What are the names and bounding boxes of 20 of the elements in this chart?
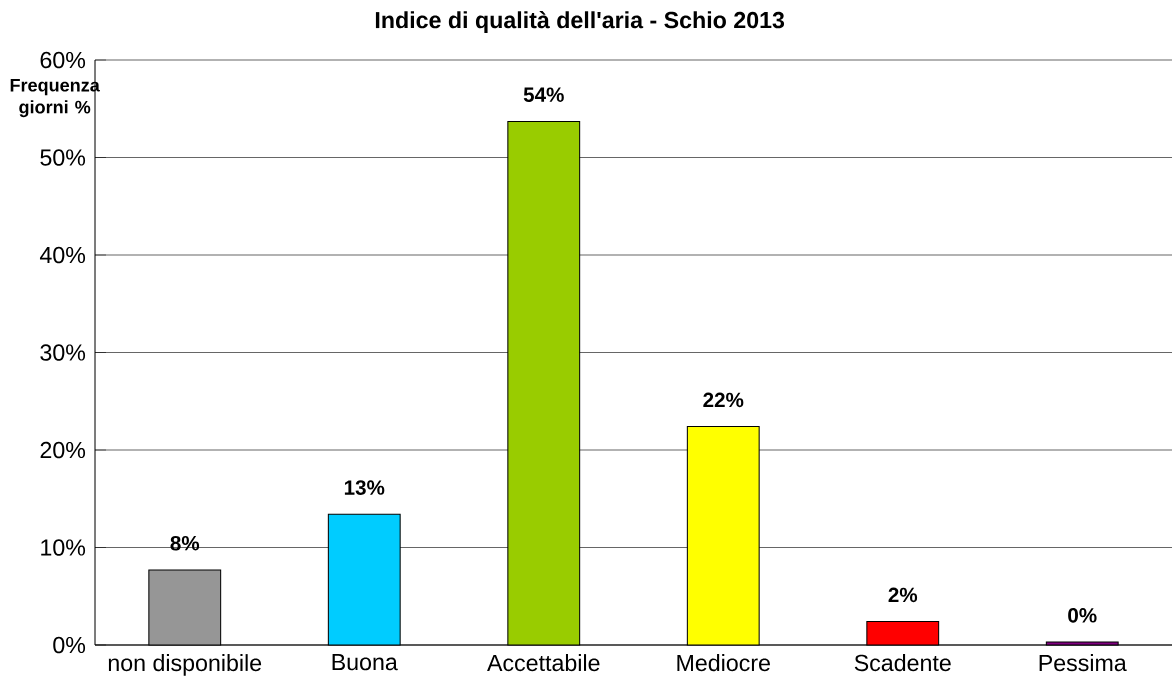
chart-title: Indice di qualità dell'aria - Schio 2013 [375, 11, 785, 33]
x-tick-label: Scadente [854, 654, 951, 672]
data-label: 54% [523, 87, 564, 103]
y-tick-label: 60% [40, 51, 86, 69]
y-tick-label: 10% [41, 539, 86, 556]
y-tick-label: 30% [40, 344, 86, 361]
x-tick-label: Mediocre [677, 654, 770, 672]
y-tick-label: 20% [40, 441, 86, 459]
y-tick-label: 40% [39, 246, 86, 264]
data-label: 13% [344, 480, 385, 495]
data-label: 0% [1068, 608, 1097, 623]
data-label: 22% [703, 392, 744, 408]
y-tick-label: 0% [53, 636, 86, 654]
x-tick-label: Pessima [1039, 654, 1127, 672]
data-label: 2% [888, 587, 918, 603]
x-tick-label: non disponibile [108, 654, 262, 676]
x-tick-label: Buona [332, 654, 398, 671]
y-tick-label: 50% [40, 149, 86, 166]
x-tick-label: Accettabile [487, 654, 600, 672]
y-axis-title: Frequenza giorni % [10, 78, 100, 118]
